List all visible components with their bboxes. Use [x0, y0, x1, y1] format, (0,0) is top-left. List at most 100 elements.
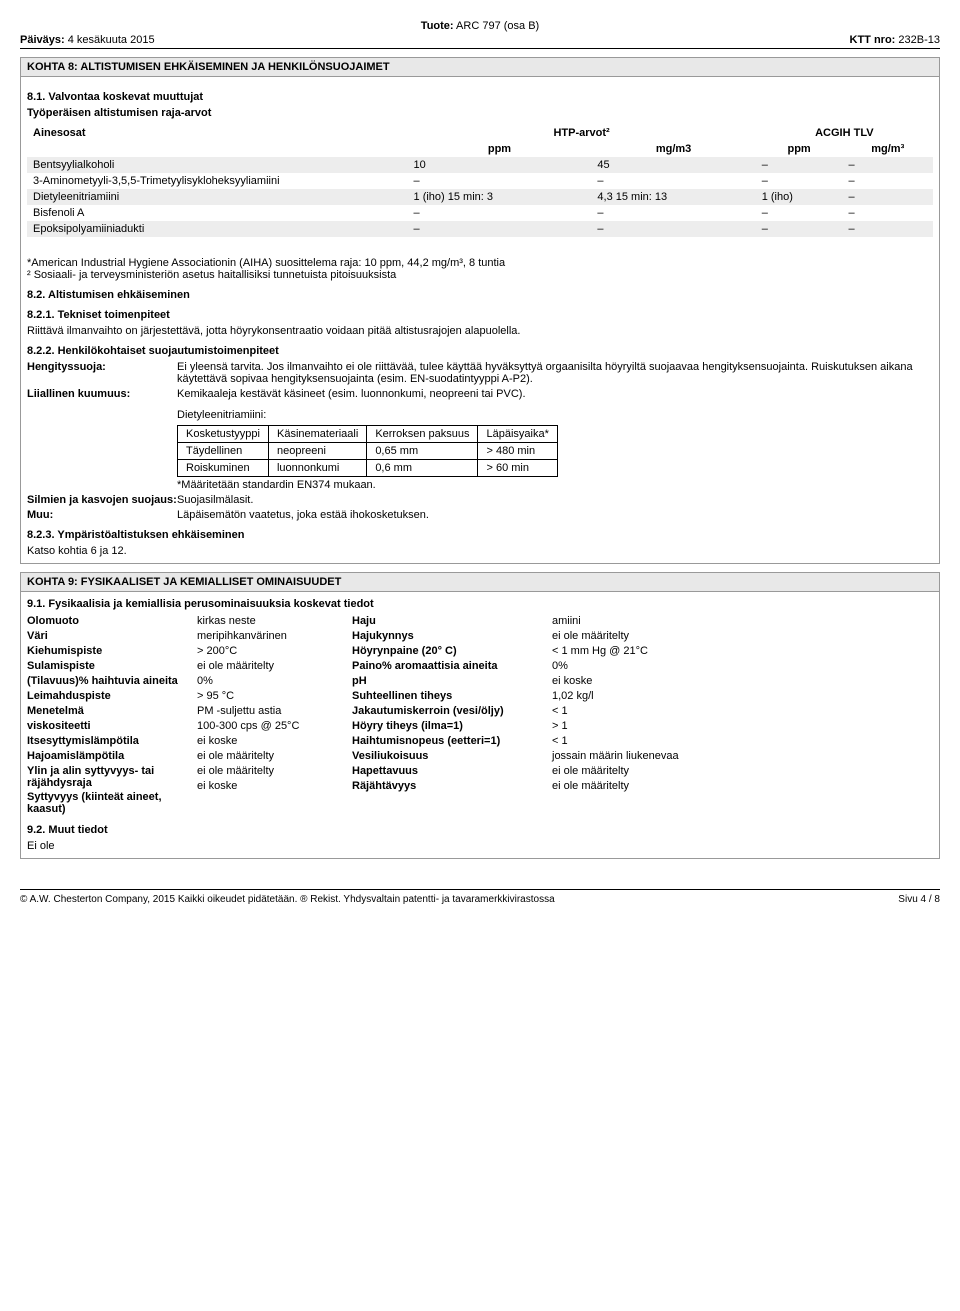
property-label: Olomuoto — [27, 614, 197, 629]
htp-table: Ainesosat HTP-arvot² ACGIH TLV ppm mg/m3… — [27, 125, 933, 237]
heat-text: Kemikaaleja kestävät käsineet (esim. luo… — [177, 388, 933, 400]
date-value: 4 kesäkuuta 2015 — [68, 34, 155, 46]
heading-8-2: 8.2. Altistumisen ehkäiseminen — [27, 289, 933, 301]
resp-label: Hengityssuoja: — [27, 361, 177, 385]
property-value: ei ole määritelty — [197, 749, 342, 764]
footer-copyright: © A.W. Chesterton Company, 2015 Kaikki o… — [20, 894, 555, 905]
mat-note: *Määritetään standardin EN374 mukaan. — [177, 479, 933, 491]
page-footer: © A.W. Chesterton Company, 2015 Kaikki o… — [20, 889, 940, 905]
other-text: Läpäisemätön vaatetus, joka estää ihokos… — [177, 509, 933, 521]
table-cell: – — [843, 157, 933, 173]
property-value: amiini — [552, 614, 702, 629]
property-label: Höyry tiheys (ilma=1) — [352, 719, 552, 734]
property-label: Itsesyttymislämpötila — [27, 734, 197, 749]
property-label: (Tilavuus)% haihtuvia aineita — [27, 674, 197, 689]
table-row: Dietyleenitriamiini1 (iho) 15 min: 34,3 … — [27, 189, 933, 205]
table-cell: 10 — [408, 157, 592, 173]
table-row: Bisfenoli A–––– — [27, 205, 933, 221]
table-cell: 1 (iho) 15 min: 3 — [408, 189, 592, 205]
property-value: ei ole määritelty — [552, 764, 702, 779]
col-mgm3-1: mg/m3 — [591, 141, 755, 157]
table-header-cell: Käsinemateriaali — [268, 426, 366, 443]
work-limits-title: Työperäisen altistumisen raja-arvot — [27, 107, 933, 119]
table-cell: – — [843, 173, 933, 189]
table-cell: 0,6 mm — [367, 460, 478, 477]
table-cell: – — [408, 221, 592, 237]
property-label: Vesiliukoisuus — [352, 749, 552, 764]
property-label: Syttyvyys (kiinteät aineet, kaasut) — [27, 790, 197, 816]
property-value: meripihkanvärinen — [197, 629, 342, 644]
col-mgm3-2: mg/m³ — [843, 141, 933, 157]
col-htp: HTP-arvot² — [408, 125, 756, 141]
table-cell: 0,65 mm — [367, 443, 478, 460]
eyes-text: Suojasilmälasit. — [177, 494, 933, 506]
section-8-title: KOHTA 8: ALTISTUMISEN EHKÄISEMINEN JA HE… — [21, 58, 939, 77]
property-value: ei koske — [552, 674, 702, 689]
property-label: Hapettavuus — [352, 764, 552, 779]
footer-page: Sivu 4 / 8 — [898, 894, 940, 905]
table-cell: – — [843, 221, 933, 237]
property-label: Höyrynpaine (20° C) — [352, 644, 552, 659]
material-table: KosketustyyppiKäsinemateriaaliKerroksen … — [177, 425, 558, 477]
heat-label: Liiallinen kuumuus: — [27, 388, 177, 400]
table-header-cell: Läpäisyaika* — [478, 426, 557, 443]
property-value: > 1 — [552, 719, 702, 734]
property-label: Hajoamislämpötila — [27, 749, 197, 764]
table-cell: Dietyleenitriamiini — [27, 189, 408, 205]
table-row: Epoksipolyamiiniadukti–––– — [27, 221, 933, 237]
property-value: 1,02 kg/l — [552, 689, 702, 704]
property-value: < 1 mm Hg @ 21°C — [552, 644, 702, 659]
table-cell: – — [591, 221, 755, 237]
table-cell: Bentsyylialkoholi — [27, 157, 408, 173]
property-label: Haihtumisnopeus (eetteri=1) — [352, 734, 552, 749]
property-value: ei ole määritelty — [197, 764, 342, 779]
heading-9-2: 9.2. Muut tiedot — [27, 824, 933, 836]
property-value: ei koske — [197, 779, 342, 794]
table-row: Täydellinenneopreeni0,65 mm> 480 min — [178, 443, 558, 460]
heading-8-2-1: 8.2.1. Tekniset toimenpiteet — [27, 309, 933, 321]
property-value: ei ole määritelty — [552, 779, 702, 794]
property-value: > 95 °C — [197, 689, 342, 704]
product-value: ARC 797 (osa B) — [456, 20, 539, 32]
property-label: Paino% aromaattisia aineita — [352, 659, 552, 674]
property-value: < 1 — [552, 704, 702, 719]
table-cell: – — [408, 205, 592, 221]
col-ppm2: ppm — [756, 141, 843, 157]
table-cell: Täydellinen — [178, 443, 269, 460]
property-label: Ylin ja alin syttyvyys- tai räjähdysraja — [27, 764, 197, 790]
table-cell: – — [756, 221, 843, 237]
properties-grid: OlomuotoVäriKiehumispisteSulamispiste(Ti… — [27, 614, 933, 816]
note-aiha: *American Industrial Hygiene Association… — [27, 257, 933, 269]
table-cell: – — [408, 173, 592, 189]
table-cell: 4,3 15 min: 13 — [591, 189, 755, 205]
property-value: 100-300 cps @ 25°C — [197, 719, 342, 734]
heading-8-2-2: 8.2.2. Henkilökohtaiset suojautumistoime… — [27, 345, 933, 357]
table-cell: 1 (iho) — [756, 189, 843, 205]
resp-text: Ei yleensä tarvita. Jos ilmanvaihto ei o… — [177, 361, 933, 385]
property-value: < 1 — [552, 734, 702, 749]
section-8: KOHTA 8: ALTISTUMISEN EHKÄISEMINEN JA HE… — [20, 57, 940, 564]
property-value: PM -suljettu astia — [197, 704, 342, 719]
property-value: 0% — [197, 674, 342, 689]
table-row: 3-Aminometyyli-3,5,5-Trimetyylisykloheks… — [27, 173, 933, 189]
table-cell: – — [756, 157, 843, 173]
table-cell: 45 — [591, 157, 755, 173]
table-cell: – — [591, 205, 755, 221]
ktt-label: KTT nro: — [850, 34, 896, 46]
property-value: ei koske — [197, 734, 342, 749]
section-9-title: KOHTA 9: FYSIKAALISET JA KEMIALLISET OMI… — [21, 573, 939, 592]
table-cell: luonnonkumi — [268, 460, 366, 477]
table-row: Bentsyylialkoholi1045–– — [27, 157, 933, 173]
heading-8-1: 8.1. Valvontaa koskevat muuttujat — [27, 91, 933, 103]
section-9: KOHTA 9: FYSIKAALISET JA KEMIALLISET OMI… — [20, 572, 940, 859]
property-label: Hajukynnys — [352, 629, 552, 644]
property-label: Väri — [27, 629, 197, 644]
property-label: Räjähtävyys — [352, 779, 552, 794]
property-value: ei ole määritelty — [197, 659, 342, 674]
property-label: Haju — [352, 614, 552, 629]
property-label: Menetelmä — [27, 704, 197, 719]
table-cell: neopreeni — [268, 443, 366, 460]
table-header-cell: Kerroksen paksuus — [367, 426, 478, 443]
text-8-2-3: Katso kohtia 6 ja 12. — [27, 545, 933, 557]
table-cell: Roiskuminen — [178, 460, 269, 477]
